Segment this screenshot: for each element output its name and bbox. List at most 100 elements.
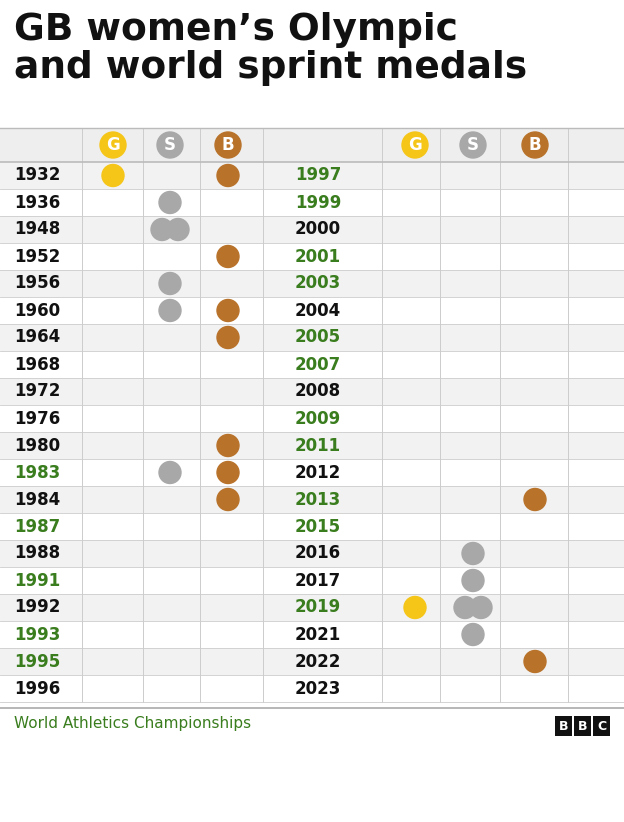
Text: 2019: 2019 [295,598,341,616]
Bar [0,270,624,297]
Text: G: G [106,136,120,154]
Text: 2011: 2011 [295,436,341,455]
Text: 2007: 2007 [295,355,341,373]
Circle shape [159,299,181,321]
Bar [0,216,624,243]
Circle shape [151,219,173,241]
Text: 1976: 1976 [14,409,61,427]
Bar [0,378,624,405]
Circle shape [524,488,546,510]
Text: 1952: 1952 [14,247,61,266]
Circle shape [404,597,426,618]
Text: 1964: 1964 [14,329,61,347]
Text: 1983: 1983 [14,464,61,482]
Bar [0,243,624,270]
Text: 2023: 2023 [295,680,341,698]
Bar [0,351,624,378]
Text: 2012: 2012 [295,464,341,482]
Bar [0,486,624,513]
Text: 2001: 2001 [295,247,341,266]
Circle shape [167,219,189,241]
Circle shape [217,164,239,187]
Text: B: B [558,719,568,732]
Text: 1996: 1996 [14,680,61,698]
Text: S: S [467,136,479,154]
Circle shape [470,597,492,618]
Bar [0,297,624,324]
Bar [0,648,624,675]
Bar [0,162,624,189]
Circle shape [522,132,548,158]
Text: 2015: 2015 [295,518,341,535]
Bar [0,189,624,216]
Text: G: G [408,136,422,154]
Text: 2013: 2013 [295,491,341,509]
Text: 1991: 1991 [14,571,61,589]
Text: 1960: 1960 [14,302,60,320]
Text: 1984: 1984 [14,491,61,509]
Circle shape [524,650,546,672]
Text: 2009: 2009 [295,409,341,427]
Text: 1993: 1993 [14,626,61,644]
Bar [0,128,624,162]
Circle shape [102,164,124,187]
Text: World Athletics Championships: World Athletics Championships [14,716,251,731]
Text: B: B [578,719,587,732]
Circle shape [217,488,239,510]
Circle shape [217,326,239,349]
Bar [0,567,624,594]
Text: 1995: 1995 [14,653,61,671]
Text: and world sprint medals: and world sprint medals [14,50,527,86]
Bar [0,432,624,459]
Text: 2022: 2022 [295,653,341,671]
Bar [574,716,591,736]
Circle shape [100,132,126,158]
Text: 1980: 1980 [14,436,60,455]
Text: 2004: 2004 [295,302,341,320]
Circle shape [159,273,181,294]
Circle shape [217,461,239,483]
Text: 2021: 2021 [295,626,341,644]
Text: 2008: 2008 [295,382,341,400]
Bar [0,459,624,486]
Text: 1997: 1997 [295,167,341,184]
Text: 1987: 1987 [14,518,61,535]
Bar [0,513,624,540]
Text: 1992: 1992 [14,598,61,616]
Circle shape [157,132,183,158]
Bar [0,594,624,621]
Text: 2017: 2017 [295,571,341,589]
Text: B: B [529,136,541,154]
Text: 1948: 1948 [14,220,61,238]
Bar [0,540,624,567]
Text: 2016: 2016 [295,544,341,562]
Text: 1972: 1972 [14,382,61,400]
Circle shape [159,192,181,214]
Text: 2003: 2003 [295,275,341,293]
Circle shape [462,570,484,592]
Circle shape [454,597,476,618]
Bar [593,716,610,736]
Text: 1988: 1988 [14,544,60,562]
Text: 2000: 2000 [295,220,341,238]
Text: C: C [597,719,606,732]
Bar [0,324,624,351]
Circle shape [460,132,486,158]
Circle shape [159,461,181,483]
Bar [555,716,572,736]
Circle shape [215,132,241,158]
Text: 1999: 1999 [295,193,341,211]
Circle shape [217,435,239,456]
Text: 2005: 2005 [295,329,341,347]
Text: 1968: 1968 [14,355,60,373]
Text: 1936: 1936 [14,193,61,211]
Circle shape [217,246,239,267]
Bar [0,675,624,702]
Text: S: S [164,136,176,154]
Circle shape [402,132,428,158]
Circle shape [462,624,484,645]
Text: GB women’s Olympic: GB women’s Olympic [14,12,458,48]
Circle shape [217,299,239,321]
Circle shape [462,543,484,565]
Bar [0,621,624,648]
